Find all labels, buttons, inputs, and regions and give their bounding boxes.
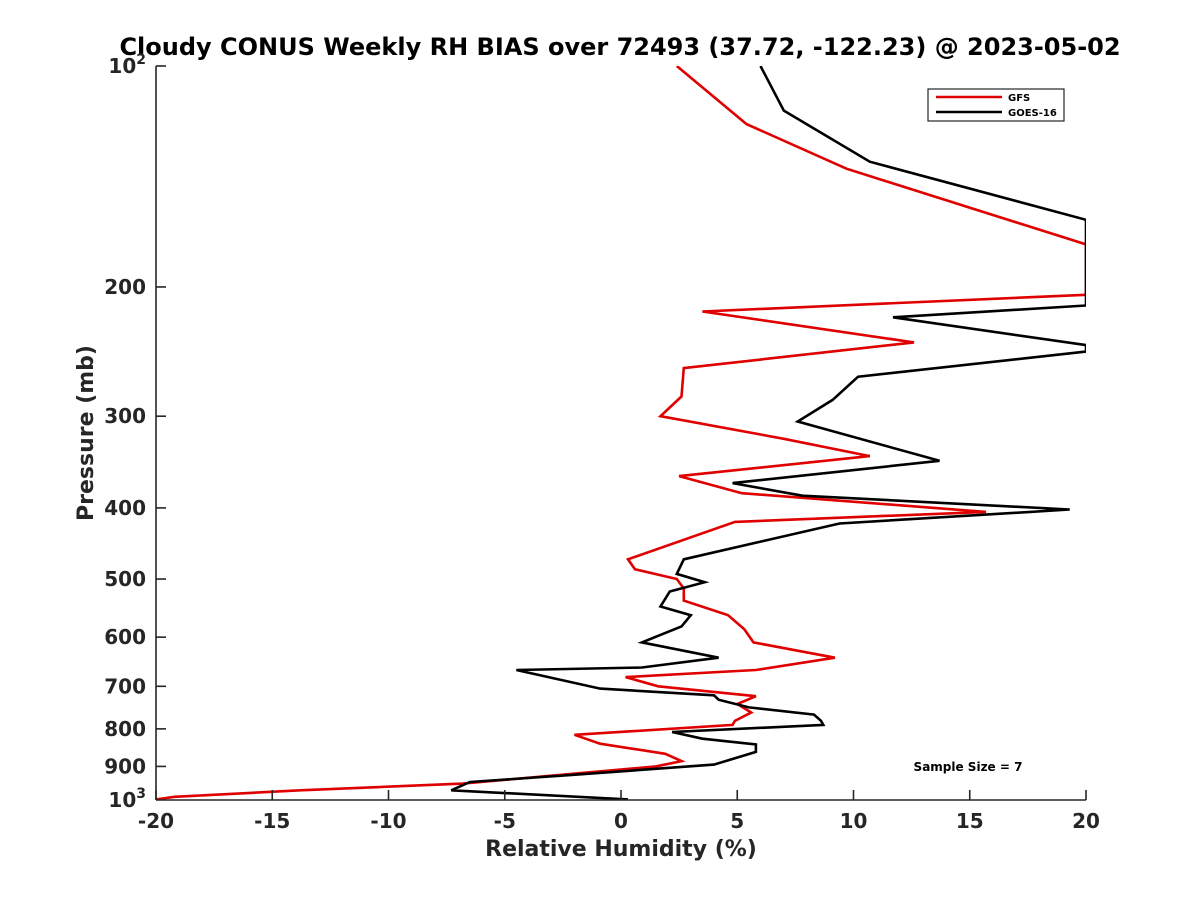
x-tick-label: -10 <box>370 809 406 833</box>
x-tick-label: 20 <box>1072 809 1100 833</box>
y-tick-label-top: 102 <box>108 52 146 78</box>
legend: GFS GOES-16 <box>927 88 1065 122</box>
y-tick-label: 800 <box>104 717 146 741</box>
x-tick-label: -5 <box>494 809 516 833</box>
y-axis-ticks: 200 300 400 500 600 700 800 900 102 103 <box>104 52 166 812</box>
y-tick-label-bottom: 103 <box>108 786 146 812</box>
x-tick-label: -15 <box>254 809 290 833</box>
y-tick-label: 400 <box>104 496 146 520</box>
x-axis-label: Relative Humidity (%) <box>485 837 757 862</box>
x-tick-label: 10 <box>840 809 868 833</box>
y-tick-label: 900 <box>104 754 146 778</box>
series-line-gfs <box>156 66 1086 800</box>
legend-label-goes-16: GOES-16 <box>1008 108 1057 119</box>
series-line-goes-16 <box>450 66 1086 800</box>
x-tick-label: -20 <box>138 809 174 833</box>
legend-label-gfs: GFS <box>1008 93 1030 104</box>
legend-box <box>927 88 1065 122</box>
y-tick-label: 600 <box>104 625 146 649</box>
y-tick-label: 200 <box>104 275 146 299</box>
series-layer <box>156 66 1086 800</box>
x-axis-ticks: -20 -15 -10 -5 0 5 10 15 20 <box>138 790 1100 833</box>
x-tick-label: 15 <box>956 809 984 833</box>
sample-size-annotation: Sample Size = 7 <box>914 760 1023 774</box>
x-tick-label: 5 <box>730 809 744 833</box>
plot-area: -20 -15 -10 -5 0 5 10 15 20 200 300 400 500 600 700 80… <box>104 52 1100 833</box>
y-tick-label: 300 <box>104 404 146 428</box>
chart-title: Cloudy CONUS Weekly RH BIAS over 72493 (… <box>119 33 1120 61</box>
y-tick-label: 500 <box>104 567 146 591</box>
y-axis-label: Pressure (mb) <box>74 345 99 521</box>
x-tick-label: 0 <box>614 809 628 833</box>
y-tick-label: 700 <box>104 674 146 698</box>
